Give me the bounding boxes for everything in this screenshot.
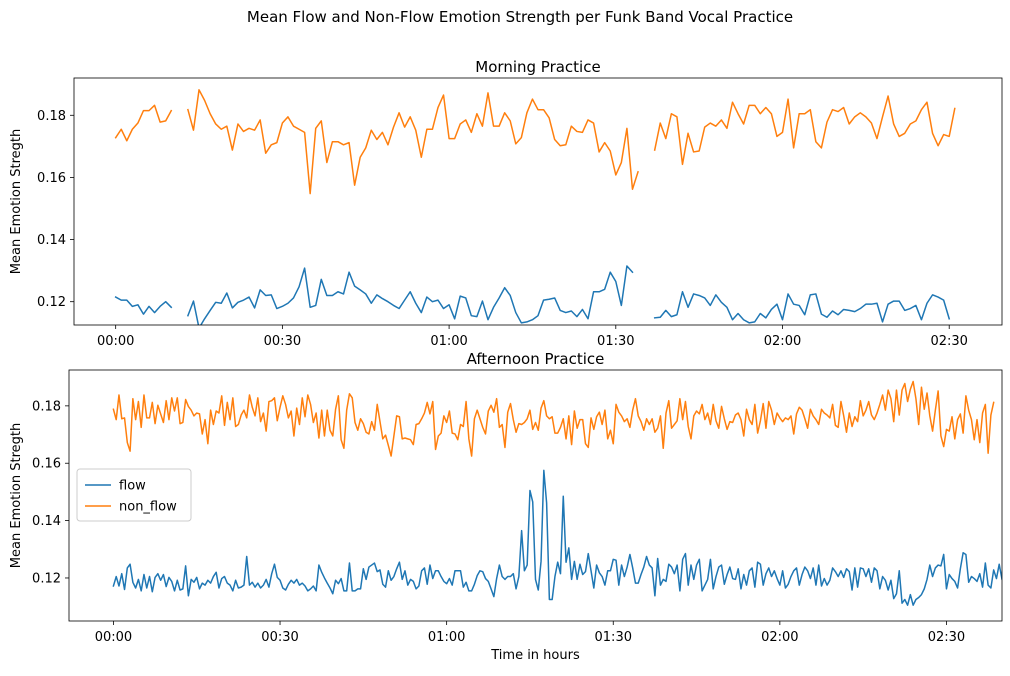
subplot-title: Morning Practice	[475, 58, 600, 76]
x-tick-label: 02:00	[764, 334, 801, 349]
flow-line-segment-1	[114, 296, 173, 315]
series-lines	[114, 89, 956, 325]
non_flow-line-segment-1	[112, 380, 995, 457]
y-tick-label: 0.14	[37, 233, 66, 248]
axes-frame	[68, 369, 1003, 622]
non_flow-line-segment-2	[187, 89, 639, 195]
x-tick-label: 00:30	[261, 630, 298, 645]
x-tick-label: 00:00	[95, 630, 132, 645]
axes-frame	[73, 77, 1003, 326]
x-tick-label: 02:00	[761, 630, 798, 645]
flow-line-segment-2	[186, 265, 634, 325]
y-tick-label: 0.16	[37, 171, 66, 186]
figure-suptitle: Mean Flow and Non-Flow Emotion Strength …	[247, 8, 793, 26]
non_flow-line-segment-1	[114, 104, 173, 142]
series-lines	[112, 380, 1002, 606]
y-axis-label: Mean Emotion Stregth	[9, 423, 24, 568]
x-tick-label: 01:30	[597, 334, 634, 349]
subplot-1: Morning Practice 00:00 00:30 01:00 01:30 02:0…	[9, 58, 1003, 349]
x-tick-label: 00:00	[97, 334, 134, 349]
non_flow-line-segment-3	[653, 95, 956, 166]
flow-line-segment-1	[112, 469, 1002, 606]
x-axis-label: Time in hours	[490, 648, 580, 663]
flow-legend-label: flow	[119, 479, 146, 494]
y-axis-label: Mean Emotion Stregth	[9, 129, 24, 274]
subplot-title: Afternoon Practice	[467, 350, 605, 368]
legend-box	[76, 468, 192, 522]
flow-line-segment-3	[653, 291, 951, 324]
y-tick-label: 0.16	[32, 457, 61, 472]
legend: flow non_flow	[76, 468, 192, 522]
y-tick-label: 0.18	[37, 109, 66, 124]
x-tick-label: 02:30	[930, 334, 967, 349]
x-tick-label: 00:30	[264, 334, 301, 349]
y-tick-label: 0.12	[32, 571, 61, 586]
y-tick-label: 0.18	[32, 399, 61, 414]
x-tick-label: 01:30	[595, 630, 632, 645]
x-tick-label: 01:00	[428, 630, 465, 645]
y-tick-label: 0.12	[37, 295, 66, 310]
subplot-2: Afternoon Practice 00:00 00:30 01:00 01:30 02…	[9, 350, 1003, 663]
non_flow-legend-label: non_flow	[119, 500, 177, 515]
y-tick-label: 0.14	[32, 514, 61, 529]
x-tick-label: 02:30	[928, 630, 965, 645]
x-tick-label: 01:00	[430, 334, 467, 349]
